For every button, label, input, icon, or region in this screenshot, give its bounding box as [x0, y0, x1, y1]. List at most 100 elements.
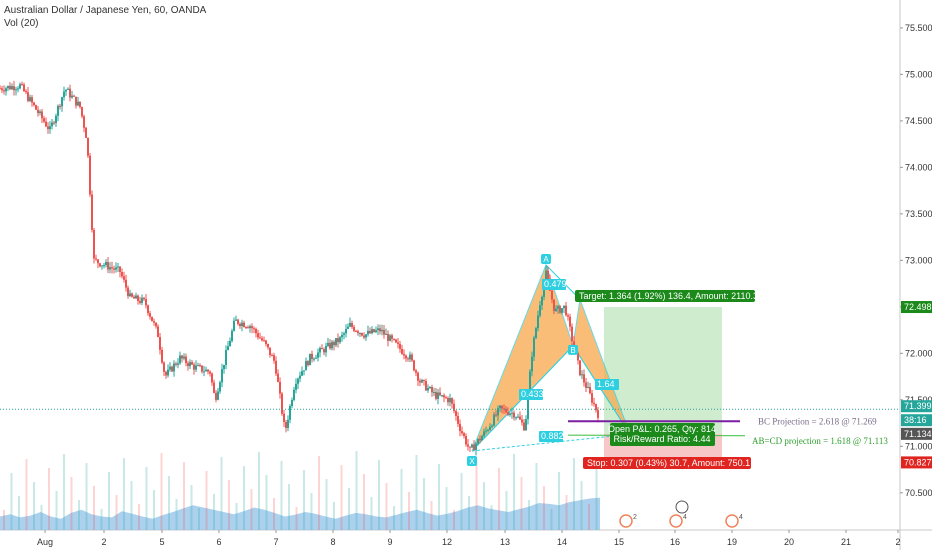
candle-body: [19, 84, 21, 89]
candle-body: [227, 346, 229, 351]
event-marker-icon[interactable]: [619, 514, 633, 528]
candle-body: [283, 413, 285, 422]
volume-bar: [475, 459, 478, 530]
volume-bar: [580, 481, 583, 530]
candle-body: [351, 323, 353, 327]
candle-body: [155, 322, 157, 327]
candle-body: [257, 333, 259, 338]
volume-bar: [220, 457, 223, 530]
ratio-label: 1.64: [597, 379, 615, 389]
volume-bar: [468, 496, 470, 530]
event-marker-count: 4: [739, 514, 743, 521]
pattern-point-x-badge[interactable]: [467, 455, 477, 466]
event-marker-icon[interactable]: [669, 514, 683, 528]
ratio-label: 0.433: [521, 389, 544, 399]
pattern-point-a-badge[interactable]: [541, 254, 551, 264]
target-zone[interactable]: [604, 307, 722, 434]
volume-bar: [318, 456, 320, 530]
candle-body: [209, 371, 211, 374]
volume-bar: [505, 491, 508, 530]
candle-body: [513, 412, 515, 418]
candle-body: [533, 337, 535, 357]
price-badge-countdown: [901, 414, 932, 427]
ratio-badge: [542, 279, 566, 290]
candle-body: [521, 419, 523, 423]
candle-body: [213, 382, 215, 393]
candle-body: [211, 373, 213, 383]
candle-body: [493, 414, 495, 426]
candle-body: [363, 335, 365, 338]
y-tick-label: 74.000: [905, 162, 932, 172]
candle-body: [233, 320, 235, 331]
x-tick-label: 6: [216, 537, 221, 547]
candle-body: [165, 371, 167, 376]
open-pnl-label: Open P&L: 0.265, Qty: 814: [608, 424, 716, 434]
candle-body: [253, 328, 255, 330]
flag-event-icon[interactable]: [675, 500, 689, 514]
x-tick-label: 21: [841, 537, 851, 547]
candle-body: [217, 391, 219, 400]
candle-body: [243, 322, 245, 328]
candle-body: [491, 425, 493, 427]
price-badge-current: [901, 400, 932, 413]
candle-body: [271, 355, 273, 357]
candle-body: [357, 331, 359, 334]
target-label-box: [575, 290, 755, 302]
candle-body: [561, 308, 563, 313]
pattern-point-b-badge[interactable]: [568, 344, 578, 355]
volume-bar: [153, 490, 155, 530]
candle-body: [173, 363, 175, 372]
candle-body: [441, 395, 443, 397]
candle-body: [187, 363, 189, 367]
candle-body: [179, 355, 181, 364]
candle-body: [263, 340, 265, 342]
candle-body: [37, 109, 39, 114]
event-marker-icon[interactable]: [725, 514, 739, 528]
candle-body: [297, 378, 299, 384]
candle-body: [279, 381, 281, 394]
volume-bar: [138, 504, 140, 530]
candle-body: [121, 272, 123, 277]
candle-body: [445, 397, 447, 399]
volume-bar: [258, 452, 260, 530]
candle-body: [403, 353, 405, 356]
candle-body: [539, 305, 541, 316]
candle-body: [107, 262, 109, 270]
chart-legend: Australian Dollar / Japanese Yen, 60, OA…: [4, 4, 206, 30]
candle-body: [367, 330, 369, 335]
candle-body: [273, 355, 275, 361]
candle-body: [423, 379, 425, 381]
candle-body: [249, 326, 251, 329]
candle-body: [311, 353, 313, 360]
x-tick-label: 15: [614, 537, 624, 547]
volume-indicator-label: Vol (20): [4, 18, 39, 29]
candle-body: [193, 364, 195, 370]
candle-body: [433, 392, 435, 394]
candle-body: [565, 305, 567, 316]
x-tick-label: 2: [895, 537, 900, 547]
candle-body: [309, 353, 311, 366]
candle-body: [109, 267, 111, 270]
candle-body: [471, 444, 473, 448]
candle-body: [383, 329, 385, 335]
candle-body: [333, 341, 335, 346]
candle-body: [483, 431, 485, 437]
candle-body: [305, 361, 307, 371]
candle-body: [489, 426, 491, 430]
candle-body: [583, 374, 585, 383]
volume-bar: [63, 454, 65, 530]
candle-body: [505, 408, 507, 413]
candle-body: [581, 374, 583, 376]
price-badge-stop: [901, 456, 932, 469]
price-badge-text: 72.498: [904, 302, 932, 312]
candle-body: [557, 306, 559, 309]
candle-body: [61, 97, 63, 107]
candle-body: [131, 293, 133, 297]
volume-bar: [520, 477, 523, 530]
candle-body: [87, 137, 89, 156]
candle-body: [377, 328, 379, 331]
candle-body: [523, 422, 525, 431]
volume-bar: [573, 458, 575, 530]
candle-body: [593, 402, 595, 405]
